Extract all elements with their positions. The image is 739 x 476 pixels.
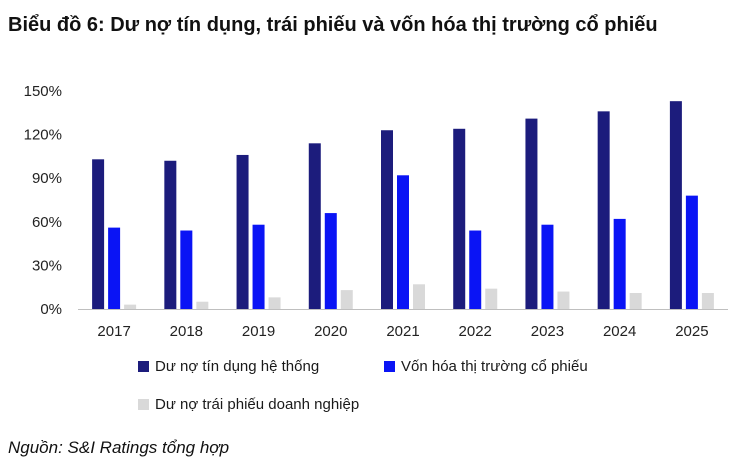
bar-credit-2022 bbox=[453, 128, 466, 309]
legend-swatch-credit bbox=[138, 361, 149, 372]
y-tick-label: 150% bbox=[24, 83, 62, 100]
bar-market-cap-2018 bbox=[180, 230, 193, 309]
bar-bonds-2018 bbox=[196, 301, 209, 309]
source-note: Nguồn: S&I Ratings tổng hợp bbox=[8, 438, 230, 457]
bar-chart: 0% 30% 60% 90% 120% 150% 2017 2018 2019 2020 2021… bbox=[24, 83, 728, 340]
bar-credit-2017 bbox=[92, 159, 105, 309]
legend-label-bonds: Dư nợ trái phiếu doanh nghiệp bbox=[155, 396, 360, 413]
x-tick-label: 2019 bbox=[242, 323, 275, 340]
legend-item-market-cap: Vốn hóa thị trường cổ phiếu bbox=[384, 358, 588, 375]
bar-bonds-2017 bbox=[124, 304, 137, 309]
y-axis: 0% 30% 60% 90% 120% 150% bbox=[24, 83, 62, 318]
bar-credit-2024 bbox=[597, 111, 610, 309]
bar-credit-2021 bbox=[381, 130, 393, 309]
x-tick-label: 2022 bbox=[459, 323, 492, 340]
x-axis: 2017 2018 2019 2020 2021 2022 2023 2024 2025 bbox=[78, 309, 728, 340]
bar-bonds-2020 bbox=[340, 290, 353, 309]
y-tick-label: 120% bbox=[24, 127, 62, 144]
bar-credit-2025 bbox=[669, 101, 682, 309]
legend-swatch-bonds bbox=[138, 399, 149, 410]
bar-credit-2019 bbox=[236, 154, 249, 309]
bar-market-cap-2017 bbox=[108, 227, 121, 309]
x-tick-label: 2023 bbox=[531, 323, 564, 340]
legend-item-credit: Dư nợ tín dụng hệ thống bbox=[138, 358, 319, 375]
x-tick-label: 2020 bbox=[314, 323, 347, 340]
x-tick-label: 2018 bbox=[170, 323, 203, 340]
bar-market-cap-2019 bbox=[252, 224, 265, 309]
bars bbox=[92, 101, 714, 309]
bar-bonds-2021 bbox=[413, 284, 425, 309]
bar-market-cap-2021 bbox=[397, 175, 409, 309]
x-tick-label: 2021 bbox=[386, 323, 419, 340]
bar-credit-2020 bbox=[308, 143, 321, 309]
bar-credit-2018 bbox=[164, 160, 177, 309]
bar-credit-2023 bbox=[525, 118, 538, 309]
y-tick-label: 0% bbox=[40, 301, 62, 318]
bar-market-cap-2025 bbox=[685, 195, 698, 309]
bar-market-cap-2024 bbox=[613, 218, 626, 309]
bar-market-cap-2022 bbox=[469, 230, 482, 309]
bar-market-cap-2023 bbox=[541, 224, 554, 309]
chart-title: Biểu đồ 6: Dư nợ tín dụng, trái phiếu và… bbox=[8, 14, 658, 36]
x-tick-label: 2017 bbox=[97, 323, 130, 340]
y-tick-label: 60% bbox=[32, 214, 62, 231]
bar-bonds-2023 bbox=[557, 291, 570, 309]
bar-bonds-2019 bbox=[268, 297, 281, 309]
bar-bonds-2024 bbox=[629, 293, 642, 309]
x-tick-label: 2024 bbox=[603, 323, 636, 340]
legend-swatch-market-cap bbox=[384, 361, 395, 372]
y-tick-label: 30% bbox=[32, 257, 62, 274]
legend-item-bonds: Dư nợ trái phiếu doanh nghiệp bbox=[138, 396, 359, 413]
y-tick-label: 90% bbox=[32, 170, 62, 187]
bar-bonds-2025 bbox=[701, 293, 714, 309]
bar-bonds-2022 bbox=[485, 288, 498, 309]
bar-market-cap-2020 bbox=[324, 213, 337, 309]
legend-label-credit: Dư nợ tín dụng hệ thống bbox=[155, 358, 320, 375]
x-tick-label: 2025 bbox=[675, 323, 708, 340]
legend-label-market-cap: Vốn hóa thị trường cổ phiếu bbox=[401, 358, 588, 375]
